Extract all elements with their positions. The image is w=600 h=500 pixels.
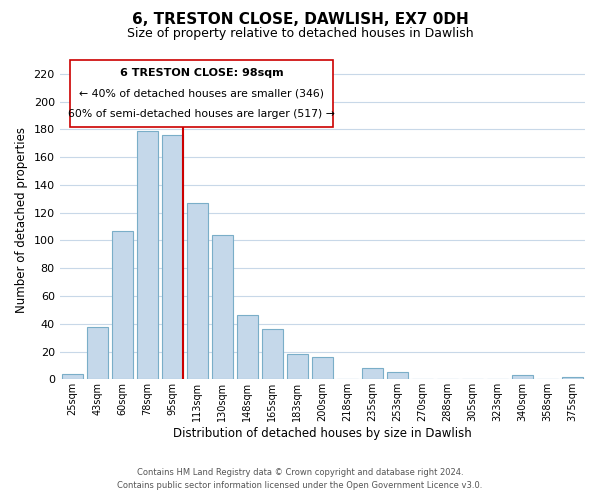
Bar bbox=[187, 203, 208, 380]
Bar bbox=[262, 330, 283, 380]
Text: Contains HM Land Registry data © Crown copyright and database right 2024.: Contains HM Land Registry data © Crown c… bbox=[137, 468, 463, 477]
Bar bbox=[236, 316, 258, 380]
FancyBboxPatch shape bbox=[70, 60, 333, 127]
Bar bbox=[137, 131, 158, 380]
X-axis label: Distribution of detached houses by size in Dawlish: Distribution of detached houses by size … bbox=[173, 427, 472, 440]
Y-axis label: Number of detached properties: Number of detached properties bbox=[15, 126, 28, 312]
Bar bbox=[562, 376, 583, 380]
Text: ← 40% of detached houses are smaller (346): ← 40% of detached houses are smaller (34… bbox=[79, 88, 324, 99]
Bar bbox=[387, 372, 408, 380]
Text: 6 TRESTON CLOSE: 98sqm: 6 TRESTON CLOSE: 98sqm bbox=[119, 68, 283, 78]
Bar bbox=[161, 135, 183, 380]
Text: 60% of semi-detached houses are larger (517) →: 60% of semi-detached houses are larger (… bbox=[68, 108, 335, 118]
Text: 6, TRESTON CLOSE, DAWLISH, EX7 0DH: 6, TRESTON CLOSE, DAWLISH, EX7 0DH bbox=[131, 12, 469, 28]
Bar bbox=[312, 357, 333, 380]
Bar bbox=[512, 375, 533, 380]
Bar bbox=[86, 326, 108, 380]
Text: Size of property relative to detached houses in Dawlish: Size of property relative to detached ho… bbox=[127, 28, 473, 40]
Bar bbox=[362, 368, 383, 380]
Bar bbox=[62, 374, 83, 380]
Bar bbox=[287, 354, 308, 380]
Bar bbox=[212, 235, 233, 380]
Text: Contains public sector information licensed under the Open Government Licence v3: Contains public sector information licen… bbox=[118, 480, 482, 490]
Bar bbox=[112, 231, 133, 380]
